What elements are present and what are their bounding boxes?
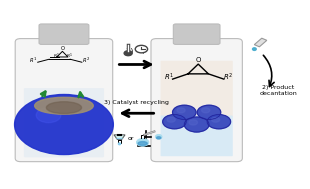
- FancyBboxPatch shape: [161, 115, 233, 156]
- FancyBboxPatch shape: [15, 39, 113, 162]
- Ellipse shape: [253, 48, 256, 50]
- Ellipse shape: [155, 134, 162, 139]
- Polygon shape: [114, 135, 125, 139]
- Circle shape: [211, 117, 220, 122]
- Ellipse shape: [136, 138, 149, 146]
- Text: $R^1$: $R^1$: [66, 52, 73, 61]
- Circle shape: [173, 105, 196, 119]
- Text: 2) Product
decantation: 2) Product decantation: [259, 85, 297, 96]
- Text: $R^2$: $R^2$: [82, 56, 90, 65]
- Text: $R^2$: $R^2$: [223, 71, 232, 83]
- Text: $R^1$: $R^1$: [53, 52, 60, 61]
- Circle shape: [124, 51, 132, 56]
- Circle shape: [184, 117, 209, 132]
- Ellipse shape: [35, 97, 93, 114]
- Circle shape: [36, 108, 61, 123]
- Text: O: O: [196, 57, 201, 63]
- Ellipse shape: [118, 143, 121, 145]
- Text: O: O: [60, 46, 64, 51]
- FancyBboxPatch shape: [24, 88, 104, 157]
- Text: 1)    ,: 1) ,: [126, 47, 144, 54]
- FancyBboxPatch shape: [161, 61, 233, 117]
- Circle shape: [207, 115, 231, 129]
- Ellipse shape: [46, 102, 82, 114]
- Text: $R^1$: $R^1$: [164, 71, 174, 83]
- Circle shape: [177, 108, 185, 113]
- Polygon shape: [115, 138, 124, 139]
- Ellipse shape: [138, 142, 147, 145]
- Circle shape: [189, 120, 197, 125]
- Circle shape: [163, 115, 186, 129]
- FancyBboxPatch shape: [173, 24, 220, 44]
- Text: 3) Catalyst recycling: 3) Catalyst recycling: [104, 100, 169, 105]
- Circle shape: [167, 117, 175, 122]
- Text: $R^1$: $R^1$: [29, 56, 37, 65]
- Text: or: or: [128, 136, 134, 141]
- Circle shape: [197, 105, 221, 119]
- Ellipse shape: [157, 137, 161, 139]
- Circle shape: [202, 108, 210, 113]
- Circle shape: [15, 94, 113, 155]
- Polygon shape: [254, 38, 267, 47]
- FancyBboxPatch shape: [151, 39, 242, 162]
- FancyBboxPatch shape: [39, 24, 89, 44]
